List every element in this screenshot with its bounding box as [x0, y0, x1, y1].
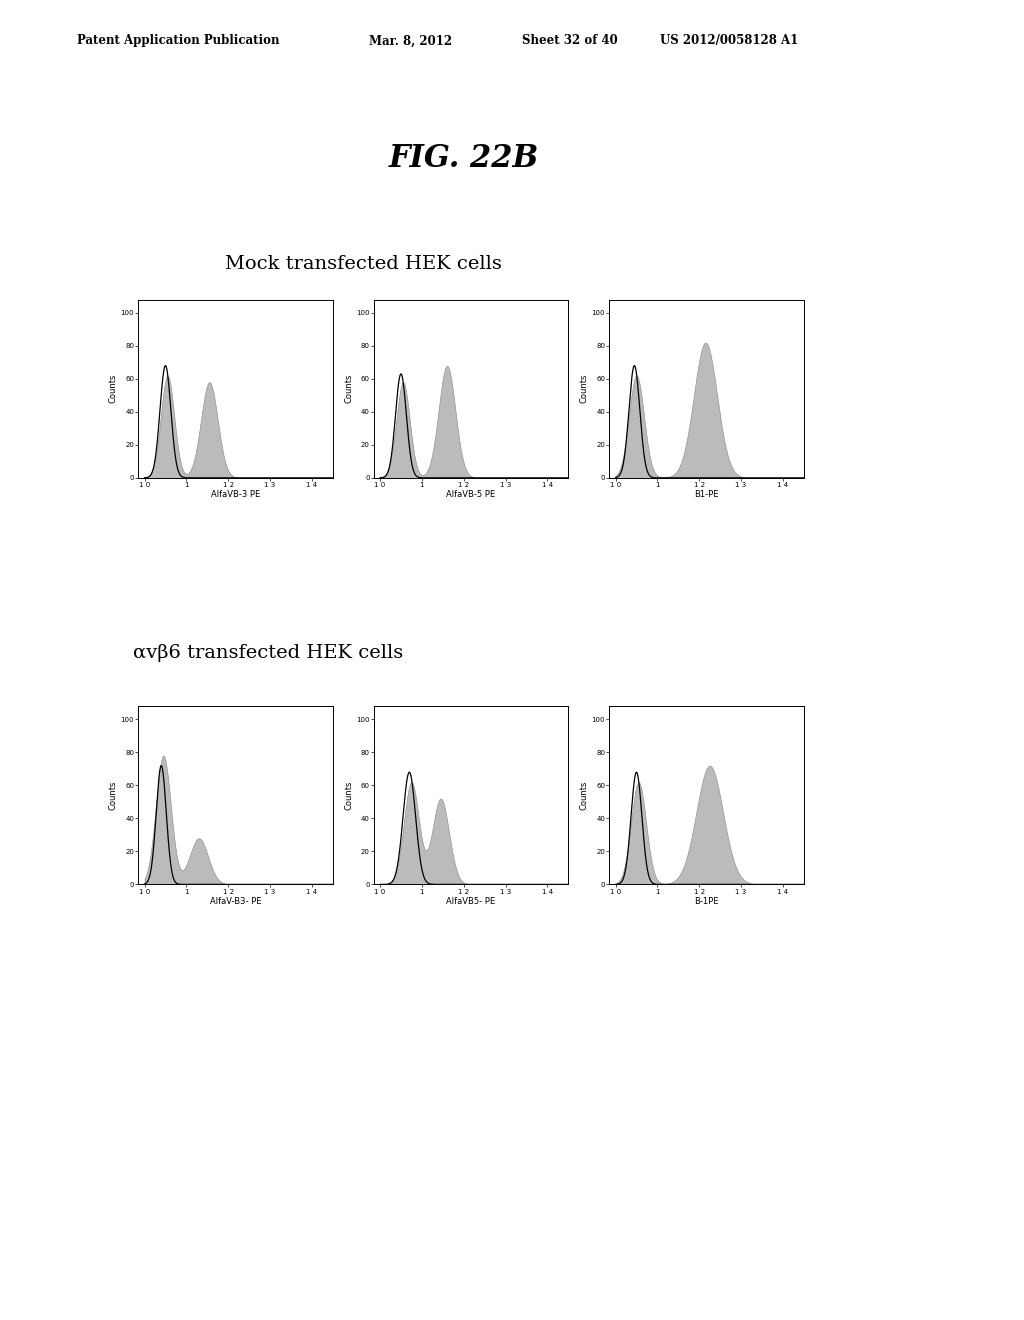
- Text: αvβ6 transfected HEK cells: αvβ6 transfected HEK cells: [133, 644, 403, 663]
- X-axis label: B1-PE: B1-PE: [694, 490, 719, 499]
- Y-axis label: Counts: Counts: [109, 374, 118, 404]
- Y-axis label: Counts: Counts: [344, 374, 353, 404]
- Text: FIG. 22B: FIG. 22B: [389, 143, 540, 174]
- Y-axis label: Counts: Counts: [580, 780, 589, 810]
- X-axis label: AlfaVB-5 PE: AlfaVB-5 PE: [446, 490, 496, 499]
- Text: US 2012/0058128 A1: US 2012/0058128 A1: [660, 34, 799, 48]
- X-axis label: AlfaV-B3- PE: AlfaV-B3- PE: [210, 896, 261, 906]
- Text: Patent Application Publication: Patent Application Publication: [77, 34, 280, 48]
- Text: Mar. 8, 2012: Mar. 8, 2012: [369, 34, 452, 48]
- Y-axis label: Counts: Counts: [344, 780, 353, 810]
- Y-axis label: Counts: Counts: [109, 780, 118, 810]
- Y-axis label: Counts: Counts: [580, 374, 589, 404]
- Text: Mock transfected HEK cells: Mock transfected HEK cells: [225, 255, 502, 273]
- X-axis label: AlfaVB-3 PE: AlfaVB-3 PE: [211, 490, 260, 499]
- Text: Sheet 32 of 40: Sheet 32 of 40: [522, 34, 618, 48]
- X-axis label: AlfaVB5- PE: AlfaVB5- PE: [446, 896, 496, 906]
- X-axis label: B-1PE: B-1PE: [694, 896, 719, 906]
